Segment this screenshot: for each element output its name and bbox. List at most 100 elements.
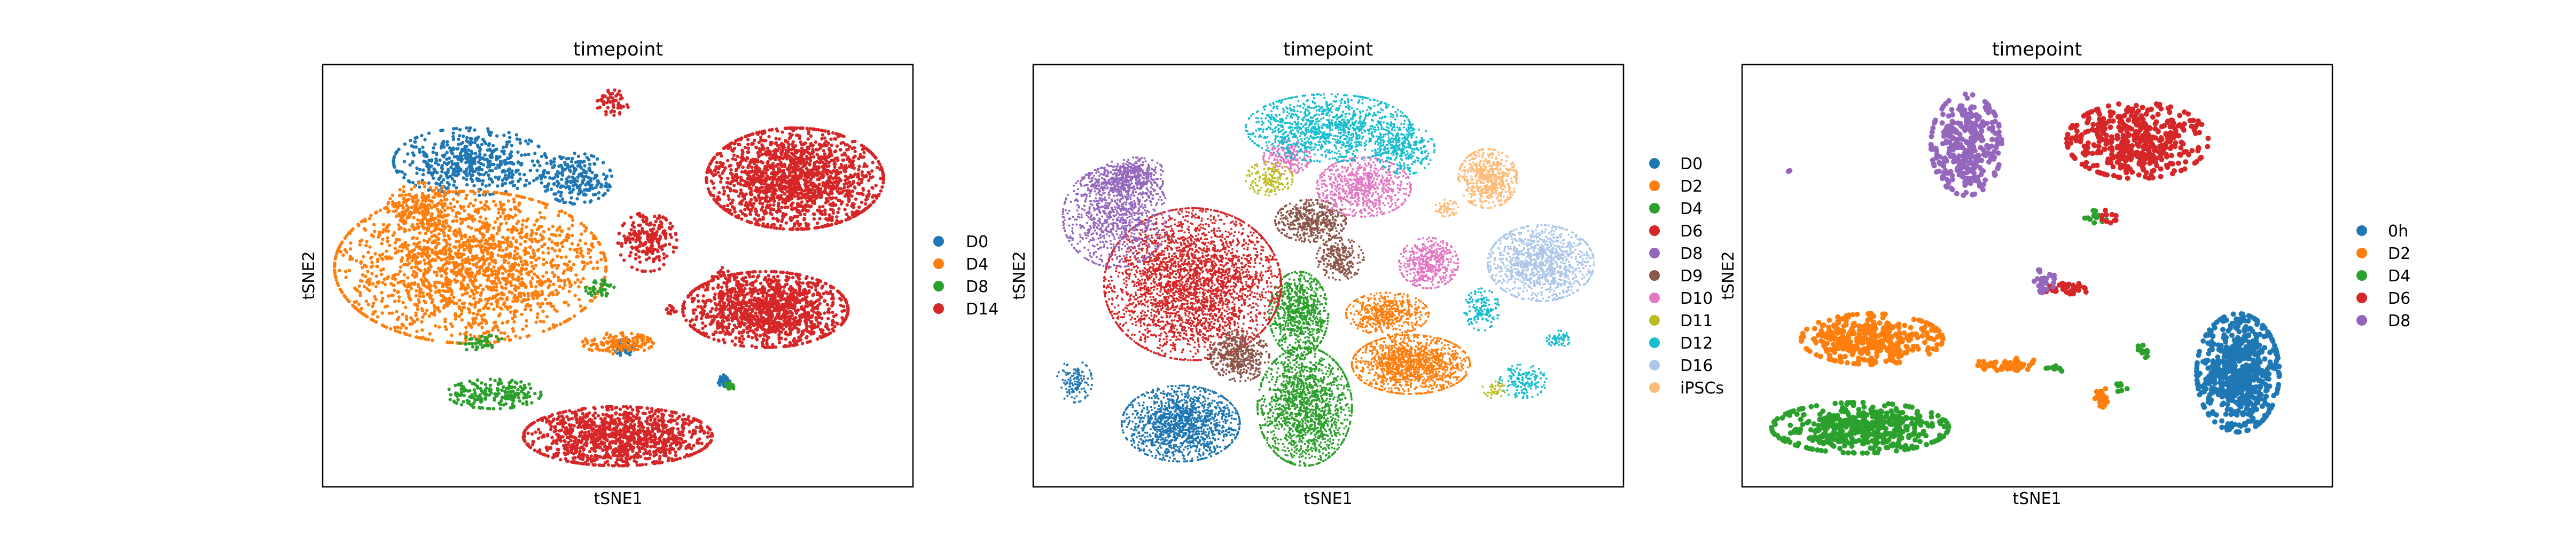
scatter-point — [440, 143, 444, 147]
scatter-point — [469, 333, 473, 337]
scatter-point — [642, 349, 646, 352]
scatter-point — [771, 184, 775, 187]
scatter-point — [521, 267, 525, 271]
scatter-point — [532, 163, 536, 167]
scatter-point — [470, 245, 474, 249]
scatter-point — [505, 143, 509, 146]
scatter-point — [400, 170, 404, 174]
scatter-point — [492, 308, 496, 311]
scatter-point — [496, 217, 499, 220]
scatter-point — [548, 237, 551, 241]
scatter-point — [567, 259, 572, 264]
scatter-point — [499, 265, 503, 270]
scatter-point — [449, 393, 452, 397]
scatter-point — [445, 151, 449, 154]
scatter-point — [831, 196, 835, 200]
scatter-point — [509, 161, 512, 165]
scatter-point — [831, 131, 835, 135]
scatter-point — [774, 148, 778, 152]
scatter-point — [485, 230, 489, 233]
scatter-point — [418, 147, 421, 151]
scatter-point — [383, 206, 387, 210]
scatter-point — [405, 209, 409, 212]
scatter-point — [837, 176, 841, 180]
panel-1-points — [332, 88, 885, 468]
scatter-point — [556, 255, 559, 258]
scatter-point — [494, 203, 498, 207]
scatter-point — [541, 302, 545, 306]
scatter-point — [470, 258, 474, 262]
scatter-point — [388, 327, 393, 331]
scatter-point — [462, 305, 466, 309]
scatter-point — [744, 135, 748, 138]
scatter-point — [487, 273, 490, 278]
scatter-point — [528, 395, 532, 399]
scatter-point — [430, 311, 433, 315]
scatter-point — [400, 193, 404, 197]
scatter-point — [595, 260, 599, 264]
scatter-point — [867, 190, 871, 193]
scatter-point — [439, 209, 442, 213]
scatter-point — [442, 140, 446, 144]
scatter-point — [591, 289, 596, 293]
scatter-point — [486, 269, 489, 273]
scatter-point — [449, 206, 453, 210]
scatter-point — [564, 255, 568, 259]
scatter-point — [535, 293, 539, 297]
scatter-point — [430, 158, 434, 162]
scatter-point — [354, 288, 358, 291]
scatter-point — [762, 212, 767, 216]
scatter-point — [550, 247, 555, 250]
scatter-point — [550, 240, 554, 244]
scatter-point — [589, 231, 594, 235]
scatter-point — [846, 147, 850, 152]
scatter-point — [521, 401, 525, 406]
scatter-point — [513, 293, 517, 297]
scatter-point — [435, 280, 440, 284]
scatter-point — [481, 179, 485, 183]
scatter-point — [571, 156, 574, 161]
scatter-point — [536, 144, 540, 148]
scatter-point — [807, 223, 810, 227]
scatter-point — [455, 240, 458, 243]
scatter-point — [440, 180, 443, 184]
scatter-point — [780, 130, 784, 134]
scatter-point — [402, 273, 407, 277]
scatter-point — [373, 230, 377, 233]
scatter-point — [508, 136, 512, 139]
scatter-point — [374, 274, 378, 278]
scatter-point — [547, 227, 551, 231]
scatter-point — [568, 168, 572, 172]
scatter-point — [793, 222, 797, 226]
scatter-point — [608, 333, 612, 337]
scatter-point — [358, 243, 362, 247]
scatter-point — [742, 193, 746, 197]
scatter-point — [588, 169, 592, 172]
scatter-point — [811, 155, 816, 159]
scatter-point — [508, 181, 512, 185]
scatter-point — [468, 294, 472, 298]
scatter-point — [806, 192, 810, 195]
scatter-point — [711, 182, 715, 185]
scatter-point — [448, 279, 452, 283]
scatter-point — [498, 403, 503, 406]
scatter-point — [731, 149, 735, 153]
scatter-point — [870, 186, 874, 190]
scatter-point — [452, 302, 456, 305]
scatter-point — [827, 132, 831, 136]
scatter-point — [491, 226, 496, 230]
scatter-point — [516, 247, 520, 250]
scatter-point — [760, 185, 764, 189]
scatter-point — [552, 157, 557, 161]
scatter-point — [357, 284, 361, 288]
scatter-point — [566, 165, 569, 169]
scatter-point — [338, 269, 341, 272]
scatter-point — [775, 178, 779, 182]
scatter-point — [515, 269, 519, 273]
scatter-point — [604, 182, 608, 185]
scatter-point — [821, 170, 825, 174]
scatter-point — [746, 143, 750, 146]
scatter-point — [511, 398, 514, 402]
scatter-point — [764, 171, 768, 175]
scatter-point — [516, 252, 520, 256]
